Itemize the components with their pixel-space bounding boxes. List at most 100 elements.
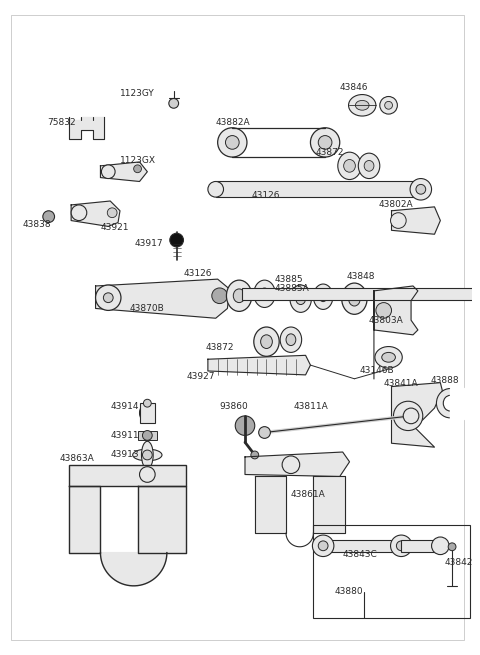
Text: 43921: 43921 (100, 223, 129, 232)
Text: 43802A: 43802A (379, 200, 413, 210)
Ellipse shape (226, 136, 239, 149)
Ellipse shape (208, 181, 224, 197)
Circle shape (143, 430, 152, 440)
Text: 43927: 43927 (186, 372, 215, 381)
Polygon shape (255, 476, 286, 533)
Circle shape (96, 285, 121, 310)
Ellipse shape (355, 100, 369, 110)
Circle shape (101, 165, 115, 179)
Bar (140, 403, 155, 422)
Circle shape (43, 211, 55, 223)
Circle shape (103, 293, 113, 303)
Text: 43911: 43911 (110, 431, 139, 440)
Ellipse shape (142, 441, 153, 468)
Ellipse shape (296, 293, 306, 305)
Circle shape (448, 543, 456, 551)
Circle shape (170, 233, 183, 247)
Circle shape (212, 288, 228, 303)
Text: 43838: 43838 (22, 220, 51, 229)
Circle shape (251, 451, 259, 459)
Ellipse shape (380, 96, 397, 114)
Text: 1123GY: 1123GY (120, 89, 155, 98)
Circle shape (403, 408, 419, 424)
Ellipse shape (261, 335, 272, 348)
Text: 43811A: 43811A (294, 402, 329, 411)
Text: 43882A: 43882A (216, 119, 251, 127)
Ellipse shape (260, 288, 269, 300)
Ellipse shape (396, 541, 406, 551)
Polygon shape (100, 162, 147, 181)
Ellipse shape (319, 292, 327, 301)
Ellipse shape (364, 160, 374, 171)
Ellipse shape (432, 537, 449, 555)
Text: 43917: 43917 (134, 240, 163, 248)
Text: 43872: 43872 (315, 147, 344, 157)
Ellipse shape (227, 280, 252, 311)
Bar (216, 181, 421, 197)
Text: 43842: 43842 (444, 558, 473, 567)
Ellipse shape (344, 160, 355, 172)
Text: 43861A: 43861A (291, 489, 325, 498)
Circle shape (376, 303, 392, 318)
Circle shape (391, 213, 406, 229)
Ellipse shape (280, 327, 301, 352)
Ellipse shape (233, 289, 245, 303)
Bar (138, 430, 157, 440)
Ellipse shape (318, 136, 332, 149)
Text: 43846: 43846 (340, 83, 368, 92)
Circle shape (71, 205, 87, 221)
Ellipse shape (311, 128, 340, 157)
Polygon shape (450, 388, 464, 419)
Ellipse shape (140, 403, 155, 422)
Bar (69, 465, 186, 486)
Ellipse shape (358, 153, 380, 179)
Circle shape (108, 208, 117, 217)
Bar (242, 288, 480, 300)
Polygon shape (69, 486, 100, 553)
Polygon shape (313, 476, 345, 533)
Ellipse shape (338, 152, 361, 179)
Ellipse shape (384, 102, 393, 109)
Ellipse shape (290, 285, 312, 312)
Ellipse shape (348, 94, 376, 116)
Polygon shape (374, 286, 418, 335)
Polygon shape (392, 383, 442, 447)
Text: 43126: 43126 (183, 269, 212, 278)
Text: 43843C: 43843C (343, 550, 377, 559)
Ellipse shape (313, 284, 333, 309)
Circle shape (282, 456, 300, 474)
Text: 43126: 43126 (252, 191, 280, 200)
Ellipse shape (254, 327, 279, 356)
Circle shape (169, 98, 179, 108)
Text: 43880: 43880 (335, 587, 363, 596)
Ellipse shape (444, 396, 457, 411)
Text: 43848: 43848 (347, 272, 375, 281)
Text: 75832: 75832 (47, 119, 75, 127)
Ellipse shape (318, 541, 328, 551)
Ellipse shape (144, 400, 151, 407)
Circle shape (235, 416, 255, 436)
Ellipse shape (217, 128, 247, 157)
Ellipse shape (342, 283, 367, 314)
Polygon shape (96, 279, 229, 318)
Circle shape (394, 402, 423, 430)
Bar (323, 540, 401, 552)
Bar (313, 525, 469, 618)
Text: 43146B: 43146B (360, 366, 394, 375)
Text: 43885A: 43885A (274, 284, 309, 293)
Text: 43888: 43888 (431, 376, 459, 385)
Circle shape (133, 165, 142, 173)
Text: 43803A: 43803A (369, 316, 404, 325)
Ellipse shape (391, 535, 412, 557)
Ellipse shape (312, 535, 334, 557)
Ellipse shape (348, 291, 360, 306)
Polygon shape (71, 201, 120, 227)
Polygon shape (392, 207, 440, 234)
Circle shape (259, 426, 270, 438)
Text: 43863A: 43863A (60, 455, 94, 463)
Ellipse shape (416, 185, 426, 194)
Ellipse shape (375, 346, 402, 368)
Text: 1123GX: 1123GX (120, 157, 156, 166)
Text: 43872: 43872 (206, 343, 234, 352)
Ellipse shape (254, 280, 276, 307)
